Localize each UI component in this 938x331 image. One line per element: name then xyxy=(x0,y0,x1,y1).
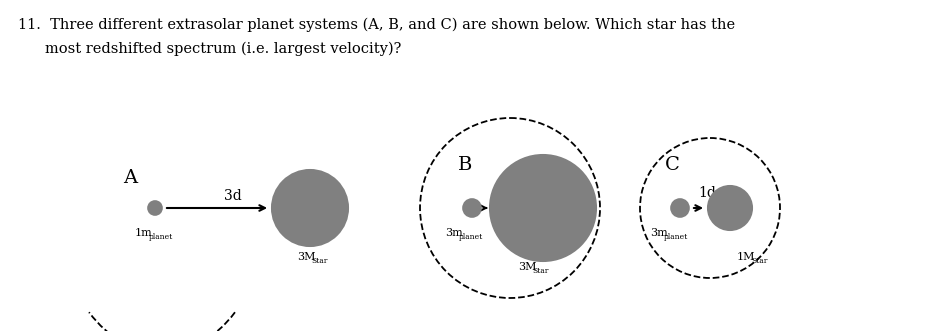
Circle shape xyxy=(463,199,481,217)
Text: most redshifted spectrum (i.e. largest velocity)?: most redshifted spectrum (i.e. largest v… xyxy=(45,42,401,56)
Circle shape xyxy=(708,186,752,230)
Text: A: A xyxy=(123,169,137,187)
Text: 3m: 3m xyxy=(650,228,668,238)
Circle shape xyxy=(490,155,596,261)
Text: Star: Star xyxy=(532,267,549,275)
Text: B: B xyxy=(458,156,472,174)
Text: 1M: 1M xyxy=(737,252,755,262)
Circle shape xyxy=(148,201,162,215)
Text: planet: planet xyxy=(149,233,174,241)
Circle shape xyxy=(671,199,689,217)
Text: Star: Star xyxy=(311,257,327,265)
Text: planet: planet xyxy=(664,233,688,241)
Text: 3d: 3d xyxy=(224,189,242,203)
Text: 11.  Three different extrasolar planet systems (A, B, and C) are shown below. Wh: 11. Three different extrasolar planet sy… xyxy=(18,18,735,32)
Text: Star: Star xyxy=(751,257,767,265)
Text: 3M: 3M xyxy=(297,252,315,262)
Text: 1m: 1m xyxy=(135,228,153,238)
Text: planet: planet xyxy=(459,233,483,241)
Text: C: C xyxy=(664,156,679,174)
Text: 3m: 3m xyxy=(445,228,462,238)
Text: 3M: 3M xyxy=(518,262,537,272)
Text: 1d: 1d xyxy=(497,186,515,200)
Text: 1d: 1d xyxy=(698,186,716,200)
Circle shape xyxy=(272,170,348,246)
